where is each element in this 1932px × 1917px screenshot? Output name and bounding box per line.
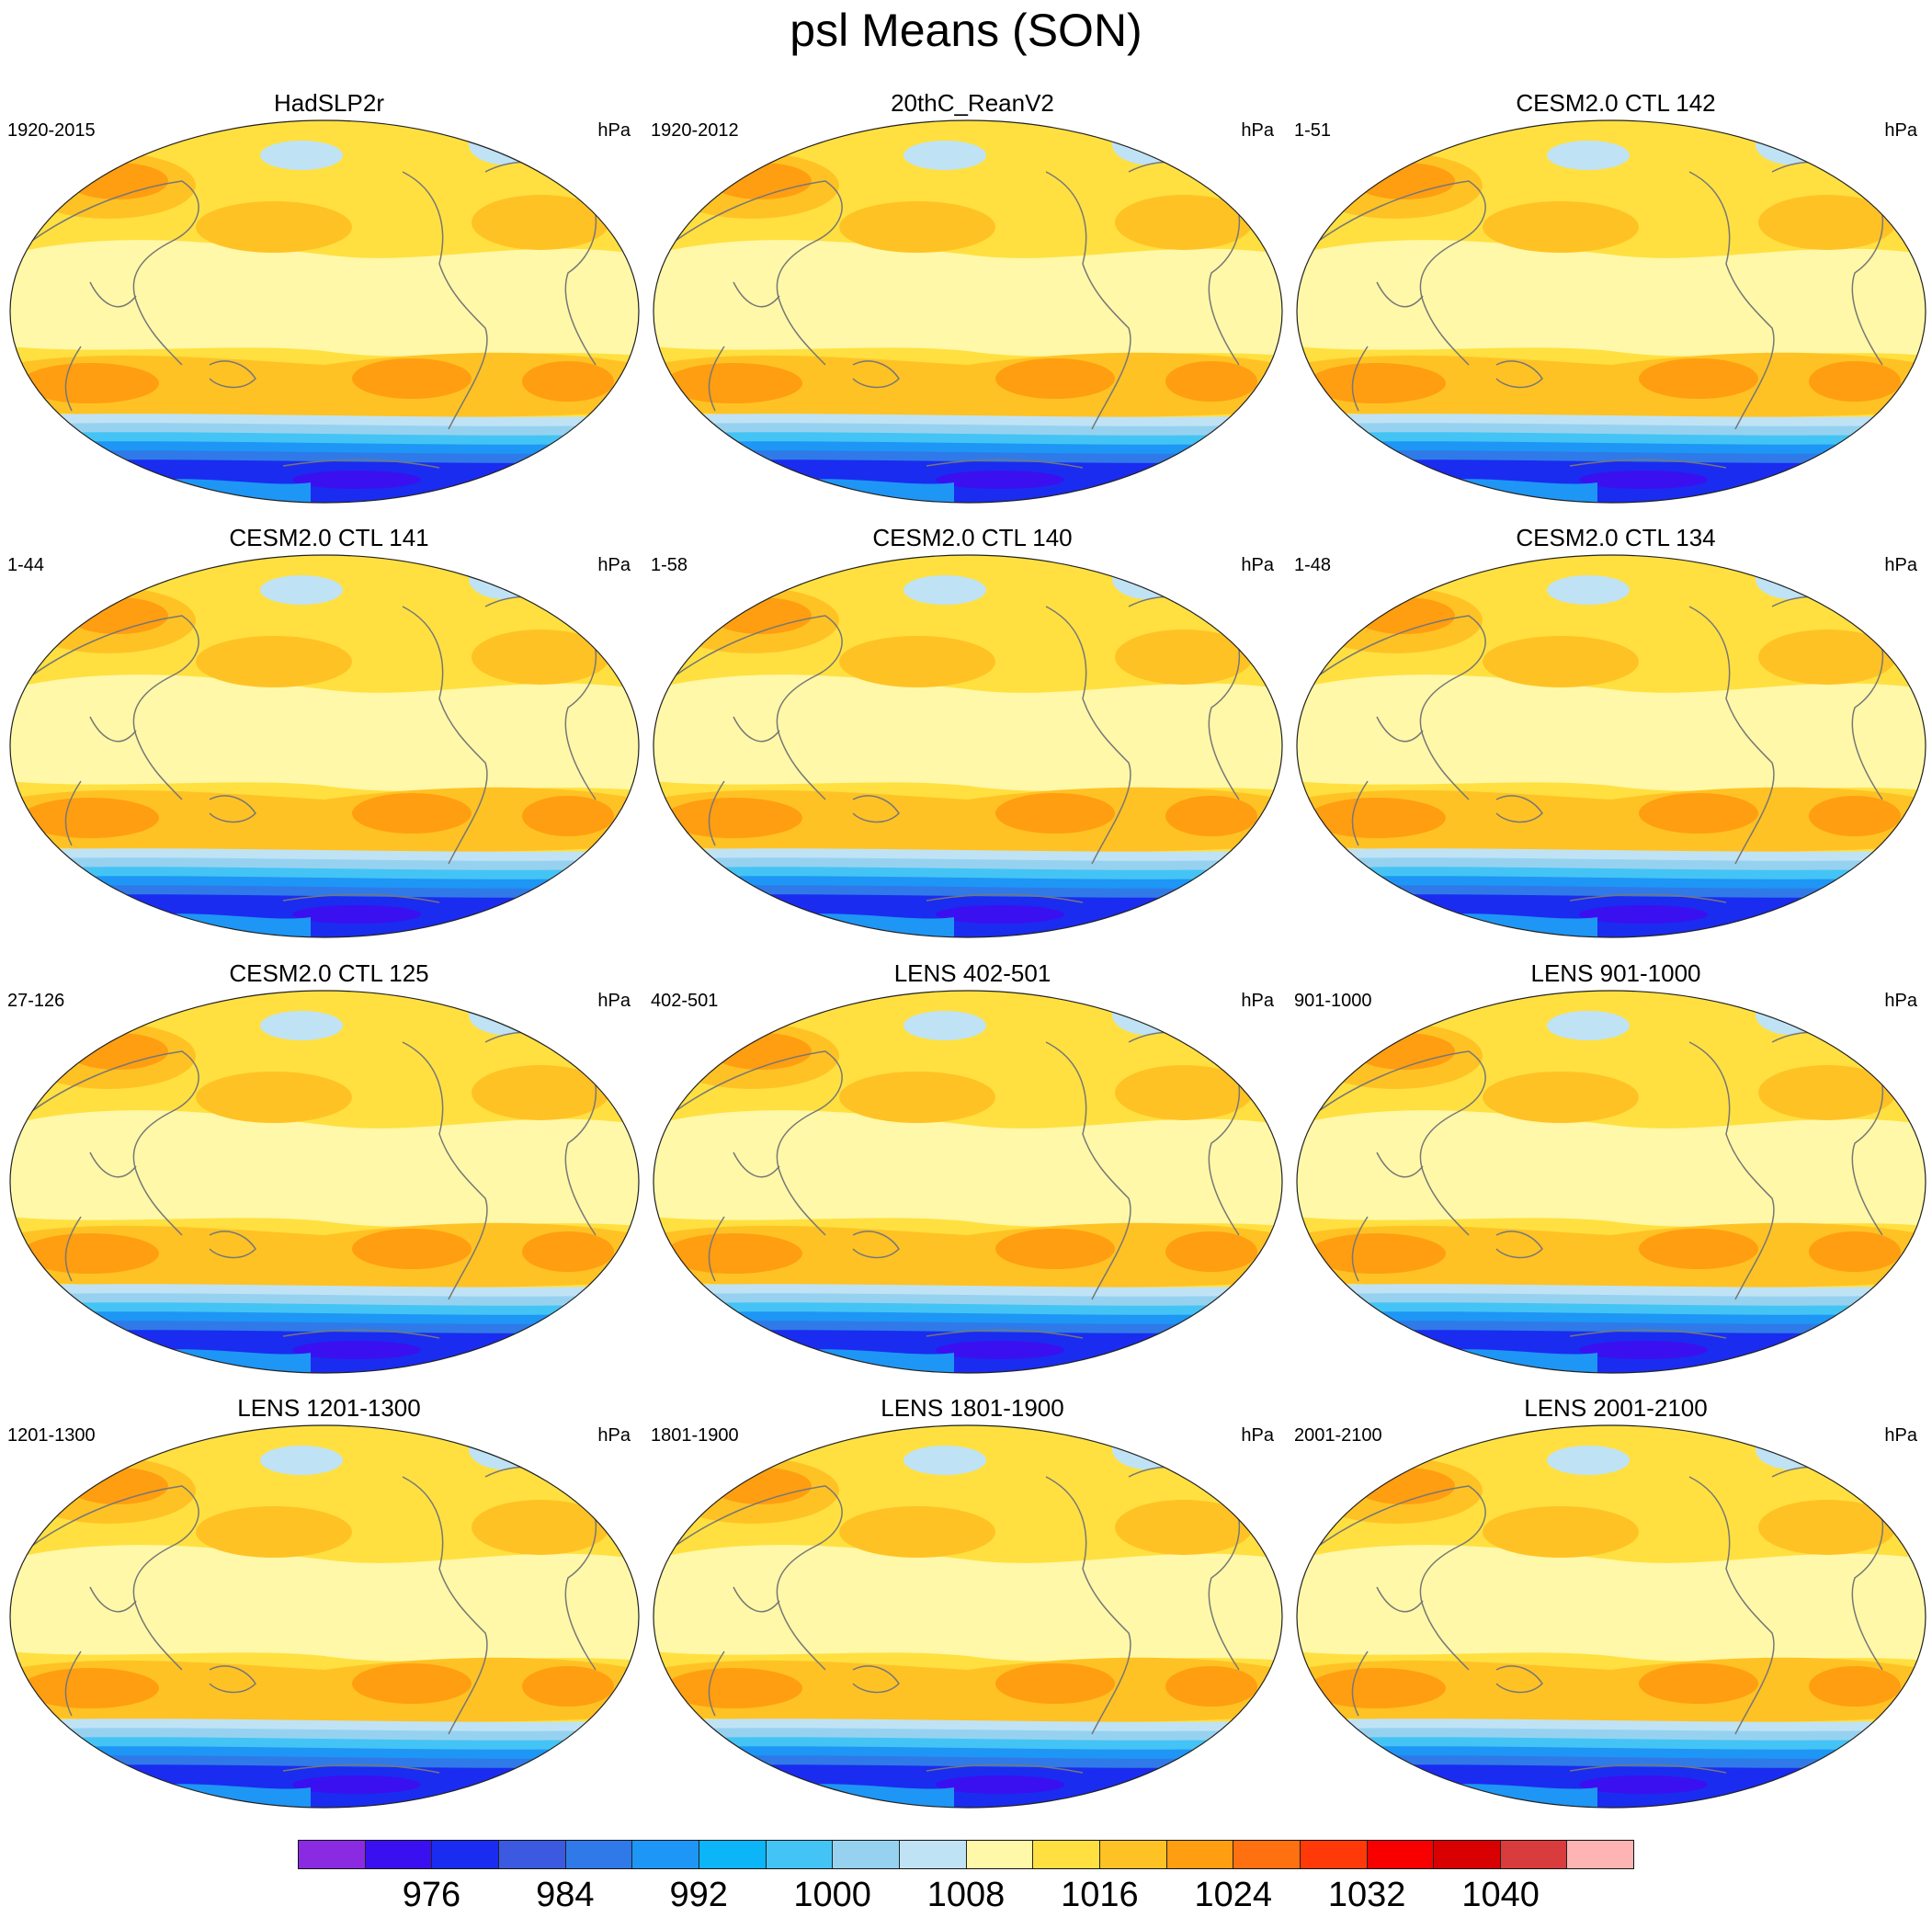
colorbar-box <box>832 1841 899 1868</box>
panel-unit-label: hPa <box>1884 1425 1917 1446</box>
colorbar-box <box>1165 1841 1233 1868</box>
panel-unit-label: hPa <box>1241 120 1274 141</box>
panel-period-label: 1-48 <box>1294 555 1332 575</box>
panel-period-label: 1-58 <box>651 555 688 575</box>
colorbar-box <box>497 1841 565 1868</box>
psl-map <box>9 119 640 504</box>
map-panel: 20thC_ReanV2 1920-2012 hPa <box>651 89 1294 521</box>
colorbar-box <box>1032 1841 1099 1868</box>
panel-title: LENS 1201-1300 <box>237 1394 421 1422</box>
panel-period-label: 402-501 <box>651 991 719 1011</box>
panel-title: CESM2.0 CTL 125 <box>229 959 429 987</box>
colorbar-box <box>898 1841 966 1868</box>
colorbar-tick-label: 976 <box>402 1876 461 1914</box>
psl-map <box>9 1424 640 1809</box>
colorbar-tick-label: 1000 <box>793 1876 871 1914</box>
map-panel: HadSLP2r 1920-2015 hPa <box>7 89 651 521</box>
colorbar-box <box>698 1841 766 1868</box>
psl-map <box>1296 554 1926 938</box>
colorbar-box <box>1566 1841 1634 1868</box>
map-panel: CESM2.0 CTL 141 1-44 hPa <box>7 524 651 956</box>
figure-title: psl Means (SON) <box>790 5 1142 56</box>
panel-title: CESM2.0 CTL 134 <box>1516 524 1716 551</box>
psl-map <box>653 1424 1283 1809</box>
panel-period-label: 2001-2100 <box>1294 1425 1382 1446</box>
panel-unit-label: hPa <box>597 991 631 1011</box>
colorbar-box <box>631 1841 699 1868</box>
panel-unit-label: hPa <box>1884 555 1917 575</box>
psl-map <box>1296 119 1926 504</box>
panel-title: LENS 1801-1900 <box>881 1394 1064 1422</box>
colorbar-box <box>364 1841 432 1868</box>
panel-title: LENS 402-501 <box>893 959 1051 987</box>
panel-title: 20thC_ReanV2 <box>891 89 1054 117</box>
colorbar-box <box>1499 1841 1567 1868</box>
panel-title: CESM2.0 CTL 141 <box>229 524 429 551</box>
panel-period-label: 1920-2015 <box>7 120 96 141</box>
colorbar-tick-label: 1032 <box>1327 1876 1406 1914</box>
psl-map <box>653 990 1283 1374</box>
colorbar-box <box>431 1841 498 1868</box>
panel-unit-label: hPa <box>1884 991 1917 1011</box>
colorbar-tick-label: 1008 <box>926 1876 1006 1914</box>
panel-unit-label: hPa <box>597 120 631 141</box>
panel-title: LENS 2001-2100 <box>1524 1394 1708 1422</box>
psl-map <box>1296 990 1926 1374</box>
panel-title: HadSLP2r <box>274 89 384 117</box>
map-panel: LENS 901-1000 901-1000 hPa <box>1294 959 1932 1391</box>
colorbar-box <box>299 1841 365 1868</box>
psl-map <box>9 554 640 938</box>
panel-unit-label: hPa <box>597 555 631 575</box>
panel-unit-label: hPa <box>1884 120 1917 141</box>
map-panel: LENS 1801-1900 1801-1900 hPa <box>651 1394 1294 1826</box>
panel-title: CESM2.0 CTL 142 <box>1516 89 1716 117</box>
psl-map <box>1296 1424 1926 1809</box>
panel-title: CESM2.0 CTL 140 <box>872 524 1073 551</box>
colorbar-tick-label: 1016 <box>1061 1876 1139 1914</box>
map-panel: LENS 1201-1300 1201-1300 hPa <box>7 1394 651 1826</box>
map-panel: CESM2.0 CTL 134 1-48 hPa <box>1294 524 1932 956</box>
psl-map <box>9 990 640 1374</box>
colorbar-box <box>1433 1841 1500 1868</box>
colorbar-tick-label: 1040 <box>1461 1876 1540 1914</box>
map-panel: LENS 2001-2100 2001-2100 hPa <box>1294 1394 1932 1826</box>
panel-unit-label: hPa <box>1241 1425 1274 1446</box>
panel-period-label: 1920-2012 <box>651 120 739 141</box>
colorbar-box <box>965 1841 1033 1868</box>
colorbar-tick-label: 1024 <box>1194 1876 1273 1914</box>
panel-period-label: 1-44 <box>7 555 45 575</box>
map-panel: CESM2.0 CTL 140 1-58 hPa <box>651 524 1294 956</box>
colorbar-box <box>564 1841 632 1868</box>
map-panel: LENS 402-501 402-501 hPa <box>651 959 1294 1391</box>
colorbar-tick-label: 992 <box>669 1876 728 1914</box>
colorbar-box <box>765 1841 833 1868</box>
panel-title: LENS 901-1000 <box>1530 959 1701 987</box>
panel-period-label: 1801-1900 <box>651 1425 739 1446</box>
colorbar-box <box>1299 1841 1367 1868</box>
colorbar-box <box>1233 1841 1300 1868</box>
colorbar <box>298 1840 1634 1869</box>
map-panel: CESM2.0 CTL 125 27-126 hPa <box>7 959 651 1391</box>
panel-period-label: 1201-1300 <box>7 1425 96 1446</box>
colorbar-box <box>1366 1841 1434 1868</box>
colorbar-box <box>1098 1841 1166 1868</box>
panel-unit-label: hPa <box>1241 991 1274 1011</box>
panel-period-label: 901-1000 <box>1294 991 1372 1011</box>
panel-period-label: 1-51 <box>1294 120 1332 141</box>
psl-map <box>653 119 1283 504</box>
panel-unit-label: hPa <box>1241 555 1274 575</box>
psl-map <box>653 554 1283 938</box>
panel-unit-label: hPa <box>597 1425 631 1446</box>
panel-period-label: 27-126 <box>7 991 65 1011</box>
map-panel: CESM2.0 CTL 142 1-51 hPa <box>1294 89 1932 521</box>
colorbar-tick-label: 984 <box>536 1876 595 1914</box>
